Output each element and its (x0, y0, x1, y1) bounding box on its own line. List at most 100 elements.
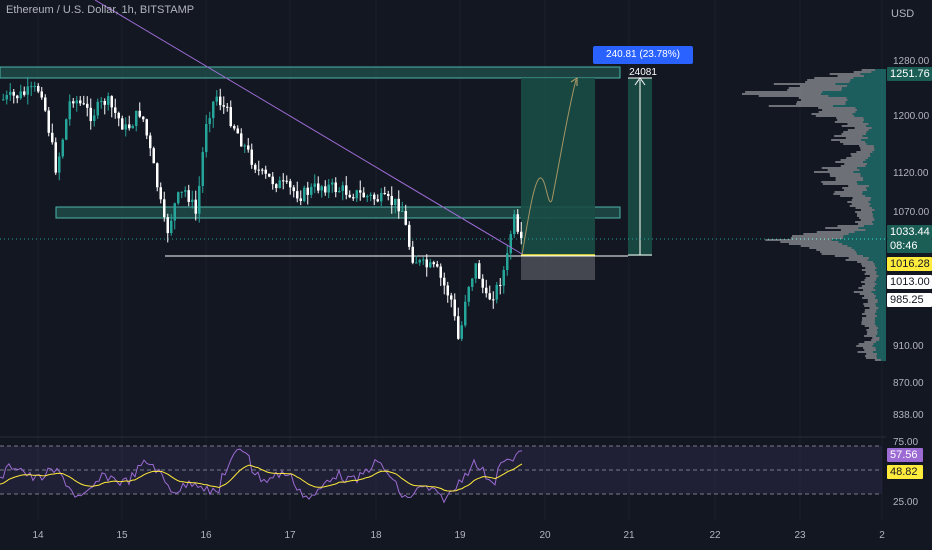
candle-body (79, 100, 82, 104)
candle-body (331, 182, 334, 185)
time-tick: 20 (539, 530, 551, 541)
candle-body (285, 180, 288, 182)
price-tick: 1070.00 (893, 207, 930, 218)
symbol-title[interactable]: Ethereum / U.S. Dollar, 1h, BITSTAMP (6, 4, 195, 16)
candle-body (254, 164, 257, 170)
candle-body (131, 125, 134, 129)
price-tick: 838.00 (893, 410, 924, 421)
candle-body (233, 126, 236, 129)
candle-body (516, 214, 519, 232)
candle-body (201, 152, 204, 186)
candle-body (411, 246, 414, 263)
candle-body (163, 199, 166, 218)
projection-path[interactable] (521, 79, 577, 256)
rsi-ma-line[interactable] (0, 463, 523, 492)
candle-body (478, 263, 481, 279)
candle-body (61, 139, 64, 157)
rsi-axis[interactable]: 75.00 25.00 (893, 437, 918, 508)
candle-body (152, 148, 155, 164)
time-tick: 21 (623, 530, 635, 541)
candle-body (261, 169, 264, 171)
candle-body (72, 101, 75, 104)
time-tick: 16 (200, 530, 212, 541)
time-tick: 19 (454, 530, 466, 541)
candle-body (40, 91, 43, 98)
candle-body (166, 217, 169, 234)
candle-body (75, 100, 78, 104)
candle-body (443, 277, 446, 286)
candle-body (191, 199, 194, 202)
candle-body (348, 194, 351, 198)
candle-body (142, 116, 145, 120)
candle-body (89, 107, 92, 122)
candle-body (369, 194, 372, 196)
candle-body (44, 97, 47, 111)
candle-body (121, 118, 124, 130)
time-tick: 23 (794, 530, 806, 541)
candle-body (366, 195, 369, 198)
time-tick: 22 (709, 530, 721, 541)
price-axis[interactable]: 1280.00 1200.00 1120.00 1070.00 910.00 870.00… (893, 56, 930, 421)
descending-trendline[interactable] (94, 0, 523, 255)
candle-body (86, 103, 89, 108)
candle-body (485, 287, 488, 294)
candle-body (226, 106, 229, 108)
currency-label[interactable]: USD (891, 8, 915, 20)
candle-body (110, 96, 113, 108)
candle-body (352, 197, 355, 199)
rsi-line[interactable] (0, 448, 523, 504)
candle-body (30, 86, 33, 88)
stop-area[interactable] (521, 256, 595, 280)
candle-body (376, 199, 379, 202)
candle-body (467, 286, 470, 302)
candle-body (198, 185, 201, 214)
candle-body (380, 193, 383, 202)
support-zone[interactable] (55, 206, 621, 219)
candle-body (194, 199, 197, 214)
time-axis[interactable]: 14 15 16 17 18 19 20 21 22 23 2 (32, 530, 885, 541)
candle-body (65, 119, 68, 140)
candle-body (82, 103, 85, 105)
time-tick: 17 (284, 530, 296, 541)
candles[interactable] (2, 77, 523, 342)
candle-body (208, 118, 211, 125)
price-tag: 985.25 (887, 293, 932, 307)
candle-body (222, 105, 225, 107)
candle-body (439, 266, 442, 278)
candle-body (397, 198, 400, 212)
rsi-tag: 48.82 (887, 465, 923, 479)
candle-body (100, 101, 103, 103)
candle-body (457, 316, 460, 339)
price-tag: 1013.00 (887, 275, 932, 289)
candle-body (271, 176, 274, 185)
candle-body (229, 107, 232, 127)
projection-arrow-head (570, 77, 578, 86)
candle-body (156, 163, 159, 188)
candle-body (464, 301, 467, 326)
candle-body (471, 278, 474, 287)
candle-body (275, 184, 278, 189)
candle-body (215, 96, 218, 102)
rsi-tick: 25.00 (893, 497, 918, 508)
candle-body (362, 192, 365, 198)
candle-body (422, 259, 425, 261)
candle-body (313, 183, 316, 187)
candle-body (236, 128, 239, 134)
candle-body (299, 198, 302, 201)
time-tick: 18 (370, 530, 382, 541)
candle-body (429, 262, 432, 268)
candle-body (58, 156, 61, 173)
candle-body (103, 101, 106, 105)
candle-body (250, 149, 253, 165)
candle-body (107, 96, 110, 105)
candle-body (383, 193, 386, 195)
price-tick: 870.00 (893, 378, 924, 389)
candle-body (138, 110, 141, 117)
candle-body (408, 224, 411, 247)
resistance-zone[interactable] (0, 66, 621, 79)
time-tick: 2 (879, 530, 885, 541)
candle-body (474, 263, 477, 279)
candle-body (16, 95, 19, 99)
